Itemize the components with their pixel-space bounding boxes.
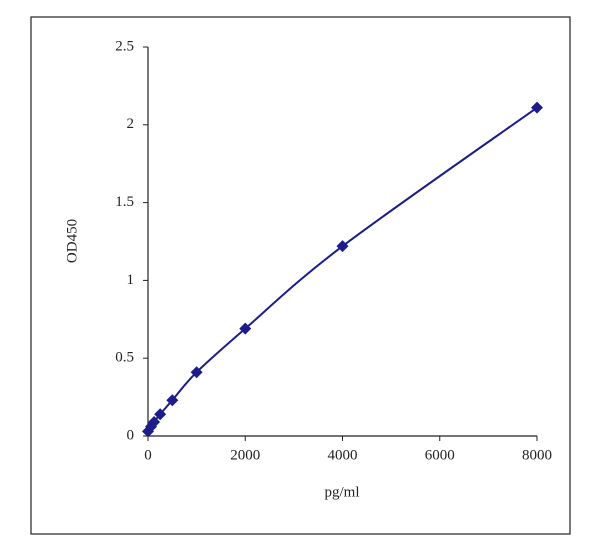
point [148, 415, 161, 428]
y-tick-label: 1 [127, 272, 135, 288]
point [239, 322, 252, 335]
x-tick-label: 2000 [230, 447, 260, 463]
point [336, 240, 349, 253]
point [154, 408, 167, 421]
point [166, 394, 179, 407]
x-axis-label: pg/ml [324, 484, 359, 500]
x-tick-label: 6000 [425, 447, 455, 463]
y-tick-label: 0.5 [115, 350, 134, 366]
x-tick-label: 0 [144, 447, 152, 463]
x-tick-label: 4000 [328, 447, 358, 463]
chart-frame [30, 16, 571, 535]
y-tick-label: 2.5 [115, 38, 134, 54]
point [190, 366, 203, 379]
y-tick-label: 2 [127, 116, 135, 132]
y-tick-label: 1.5 [115, 194, 134, 210]
x-tick-label: 8000 [522, 447, 552, 463]
y-tick-label: 0 [127, 427, 135, 443]
y-axis-label: OD450 [64, 219, 80, 263]
point [531, 101, 543, 114]
